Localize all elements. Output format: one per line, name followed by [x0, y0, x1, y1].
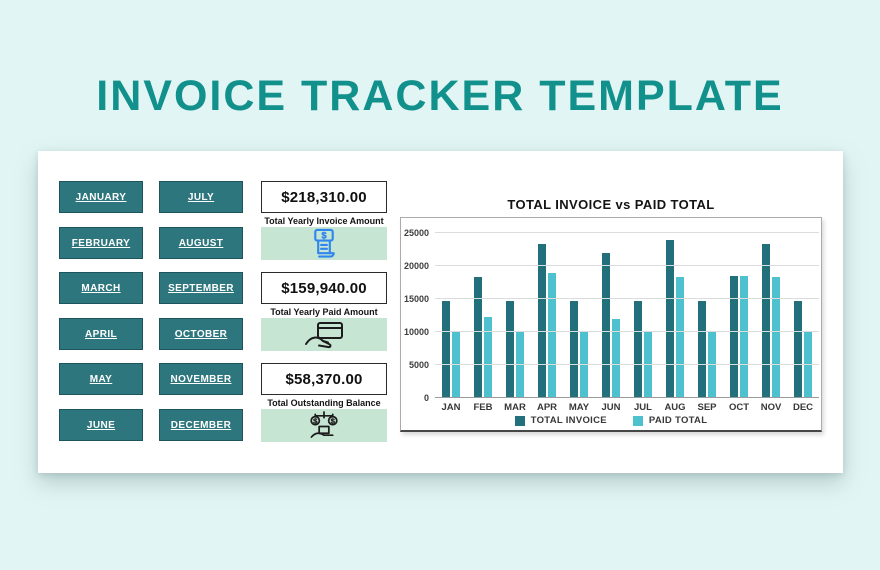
gridline-5000 — [435, 364, 819, 365]
y-tick-label-15000: 15000 — [403, 294, 429, 304]
svg-text:$: $ — [331, 416, 336, 425]
legend-label: PAID TOTAL — [648, 415, 708, 426]
bar-total-invoice-apr — [538, 244, 546, 398]
bar-paid-total-oct — [740, 275, 748, 398]
total-yearly-paid-amount-label: Total Yearly Paid Amount — [270, 307, 378, 317]
gridline-0 — [435, 397, 819, 398]
bar-group-may — [563, 300, 595, 398]
x-tick-label-jun: JUN — [601, 402, 621, 413]
bar-total-invoice-feb — [474, 276, 482, 398]
bar-group-sep — [691, 300, 723, 398]
bar-group-feb — [467, 276, 499, 398]
gridline-10000 — [435, 331, 819, 332]
bar-total-invoice-jun — [602, 253, 610, 398]
x-tick-label-jul: JUL — [634, 402, 652, 413]
bar-group-nov — [755, 244, 787, 398]
chart-bars — [435, 233, 819, 398]
month-button-july[interactable]: JULY — [159, 181, 243, 213]
month-button-june[interactable]: JUNE — [59, 409, 143, 441]
month-button-october[interactable]: OCTOBER — [159, 318, 243, 350]
svg-text:$: $ — [321, 230, 326, 240]
bar-paid-total-feb — [484, 317, 492, 398]
bar-group-mar — [499, 300, 531, 398]
bar-total-invoice-may — [570, 300, 578, 398]
invoice-receipt-icon: $ — [314, 228, 335, 258]
gridline-25000 — [435, 232, 819, 233]
month-button-march[interactable]: MARCH — [59, 272, 143, 304]
bar-total-invoice-aug — [666, 239, 674, 398]
chart-title: TOTAL INVOICE vs PAID TOTAL — [507, 197, 715, 212]
x-tick-label-jan: JAN — [441, 402, 461, 413]
bar-paid-total-nov — [772, 277, 780, 398]
y-tick-label-10000: 10000 — [403, 327, 429, 337]
chart-plot — [435, 232, 819, 398]
invoice-icon-box: $ — [261, 227, 387, 260]
bar-total-invoice-sep — [698, 300, 706, 398]
tracker-card: JANUARY FEBRUARY MARCH APRIL MAY JUNE JU… — [38, 151, 843, 473]
month-button-august[interactable]: AUGUST — [159, 227, 243, 259]
total-outstanding-balance-value: $58,370.00 — [261, 363, 387, 395]
legend-item-paid-total: PAID TOTAL — [632, 415, 708, 426]
bar-paid-total-aug — [676, 277, 684, 398]
paid-icon-box — [261, 318, 387, 351]
balance-scale-money-icon: $ $ — [310, 411, 338, 438]
bar-group-dec — [787, 300, 819, 398]
x-tick-label-may: MAY — [568, 402, 590, 413]
bar-total-invoice-nov — [762, 244, 770, 398]
legend-item-total-invoice: TOTAL INVOICE — [514, 415, 607, 426]
x-tick-label-dec: DEC — [792, 402, 814, 413]
x-tick-label-nov: NOV — [760, 402, 782, 413]
bar-total-invoice-oct — [730, 275, 738, 398]
bar-group-aug — [659, 239, 691, 398]
month-button-january[interactable]: JANUARY — [59, 181, 143, 213]
x-tick-label-sep: SEP — [697, 402, 717, 413]
bar-total-invoice-jan — [442, 300, 450, 398]
hand-credit-card-icon — [305, 321, 343, 348]
x-tick-label-aug: AUG — [664, 402, 686, 413]
total-yearly-invoice-amount-value: $218,310.00 — [261, 181, 387, 213]
chart-x-axis-labels: JAN FEB MAR APR MAY JUN JUL AUG SEP OCT NOV DEC — [435, 402, 819, 413]
y-tick-label-5000: 5000 — [408, 360, 429, 370]
bar-total-invoice-jul — [634, 300, 642, 398]
gridline-15000 — [435, 298, 819, 299]
svg-text:$: $ — [313, 416, 318, 425]
x-tick-label-apr: APR — [536, 402, 558, 413]
total-yearly-invoice-amount-label: Total Yearly Invoice Amount — [264, 216, 384, 226]
total-yearly-paid-amount-value: $159,940.00 — [261, 272, 387, 304]
page-title: INVOICE TRACKER TEMPLATE — [96, 72, 784, 120]
month-button-february[interactable]: FEBRUARY — [59, 227, 143, 259]
bar-group-apr — [531, 244, 563, 398]
bar-group-jan — [435, 300, 467, 398]
bar-group-jun — [595, 253, 627, 398]
x-tick-label-feb: FEB — [473, 402, 493, 413]
total-outstanding-balance-label: Total Outstanding Balance — [267, 398, 381, 408]
month-button-april[interactable]: APRIL — [59, 318, 143, 350]
bar-paid-total-apr — [548, 272, 556, 398]
month-button-may[interactable]: MAY — [59, 363, 143, 395]
bar-total-invoice-mar — [506, 300, 514, 398]
chart-legend: TOTAL INVOICE PAID TOTAL — [401, 415, 821, 426]
legend-swatch — [632, 415, 643, 426]
y-tick-label-20000: 20000 — [403, 261, 429, 271]
month-button-september[interactable]: SEPTEMBER — [159, 272, 243, 304]
y-tick-label-25000: 25000 — [403, 228, 429, 238]
x-tick-label-oct: OCT — [728, 402, 750, 413]
bar-group-oct — [723, 275, 755, 398]
bar-paid-total-jun — [612, 318, 620, 398]
bar-group-jul — [627, 300, 659, 398]
outstanding-icon-box: $ $ — [261, 409, 387, 442]
y-tick-label-0: 0 — [423, 393, 429, 403]
x-tick-label-mar: MAR — [504, 402, 526, 413]
month-button-november[interactable]: NOVEMBER — [159, 363, 243, 395]
legend-swatch — [514, 415, 525, 426]
month-button-december[interactable]: DECEMBER — [159, 409, 243, 441]
gridline-20000 — [435, 265, 819, 266]
bar-total-invoice-dec — [794, 300, 802, 398]
legend-label: TOTAL INVOICE — [530, 415, 607, 426]
chart: JAN FEB MAR APR MAY JUN JUL AUG SEP OCT NOV DEC TOT… — [400, 217, 822, 432]
